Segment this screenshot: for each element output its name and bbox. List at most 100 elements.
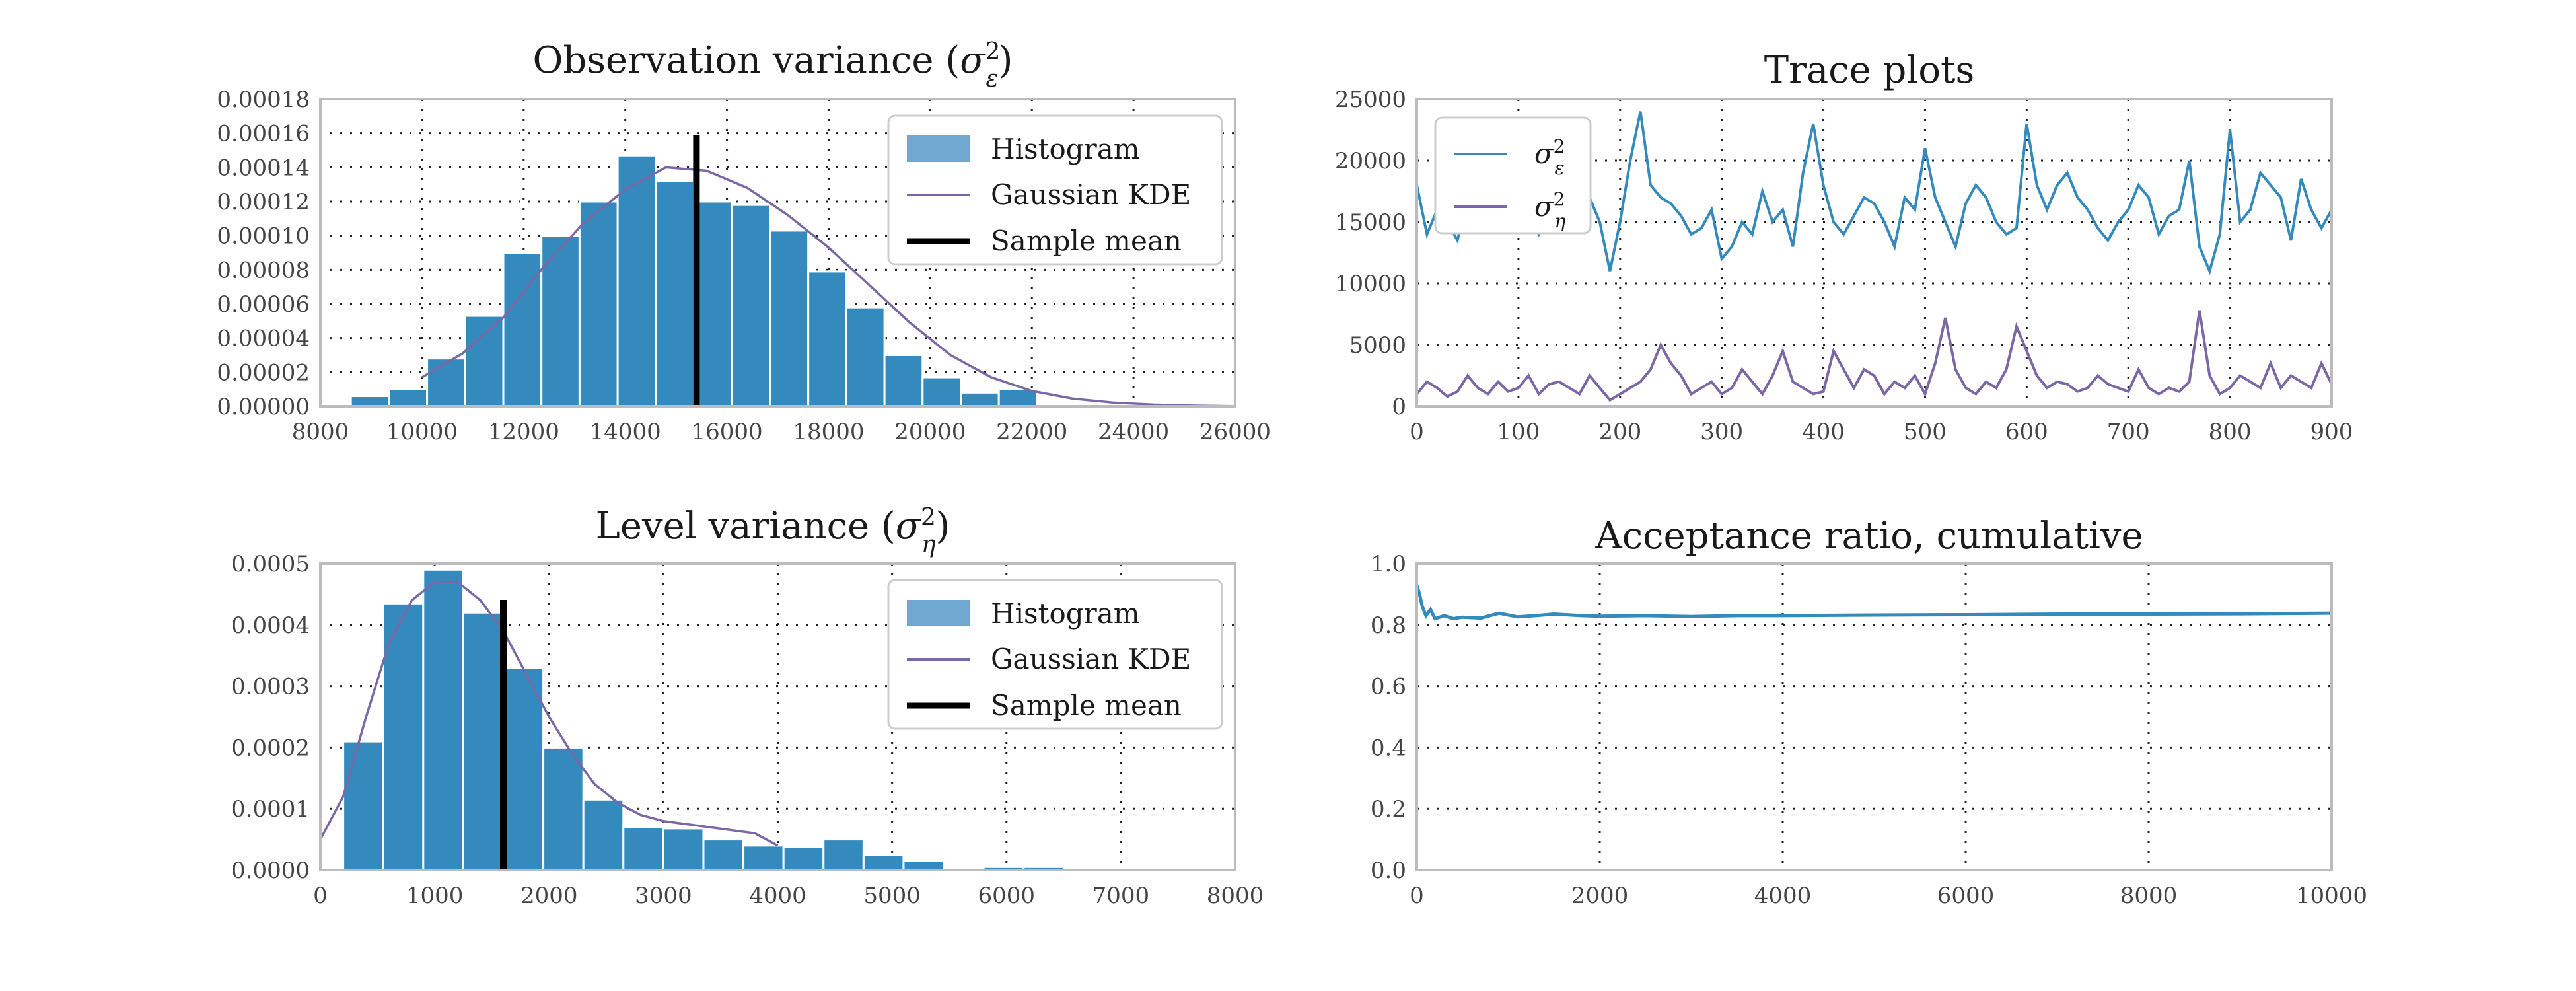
y-tick-label: 20000 bbox=[1335, 148, 1406, 174]
histogram-bar bbox=[462, 611, 505, 871]
histogram-bar bbox=[388, 388, 429, 408]
histogram-bar bbox=[542, 746, 585, 871]
legend-kde-label: Gaussian KDE bbox=[991, 643, 1191, 675]
x-tick-label: 200 bbox=[1598, 419, 1641, 445]
y-tick-label: 0.0002 bbox=[231, 735, 310, 761]
histogram-bar bbox=[578, 200, 619, 408]
histogram-bar bbox=[902, 860, 945, 871]
y-tick-label: 1.0 bbox=[1371, 551, 1406, 577]
histogram-bar bbox=[921, 376, 962, 408]
y-tick-label: 0.00004 bbox=[217, 326, 310, 352]
x-tick-label: 6000 bbox=[1937, 883, 1995, 909]
histogram-bar bbox=[342, 740, 384, 871]
x-tick-label: 26000 bbox=[1199, 419, 1271, 445]
x-tick-label: 4000 bbox=[1754, 883, 1812, 909]
acceptance-ratio-title: Acceptance ratio, cumulative bbox=[1594, 515, 2143, 558]
x-tick-label: 2000 bbox=[1571, 883, 1629, 909]
x-tick-label: 7000 bbox=[1092, 883, 1150, 909]
plot-frame bbox=[319, 98, 1236, 408]
x-tick-label: 8000 bbox=[2120, 883, 2178, 909]
y-tick-label: 0.0000 bbox=[231, 858, 310, 884]
x-tick-label: 800 bbox=[2209, 419, 2252, 445]
y-tick-label: 0.6 bbox=[1371, 674, 1406, 700]
y-tick-label: 0.00014 bbox=[217, 155, 310, 181]
x-tick-label: 400 bbox=[1802, 419, 1845, 445]
y-tick-label: 0.0005 bbox=[231, 551, 310, 577]
x-tick-label: 10000 bbox=[386, 419, 458, 445]
observation-variance-title: Observation variance (σ2 ε) bbox=[532, 38, 1013, 92]
x-tick-label: 500 bbox=[1904, 419, 1947, 445]
x-tick-label: 600 bbox=[2005, 419, 2048, 445]
observation-variance-panel: Observation variance (σ2 ε) 8000 10000 1200… bbox=[217, 38, 1271, 446]
x-tick-label: 2000 bbox=[520, 883, 578, 909]
acceptance-ratio-panel: Acceptance ratio, cumulative 0 2000 4000 60… bbox=[1371, 515, 2367, 909]
x-tick-label: 0 bbox=[313, 883, 328, 909]
y-tick-label: 0.2 bbox=[1371, 796, 1406, 823]
gaussian-kde-line bbox=[421, 166, 1236, 408]
x-tick-label: 22000 bbox=[996, 419, 1067, 445]
legend-label-sigma-eta: σ2 η bbox=[1534, 188, 1566, 232]
legend-histogram-label: Histogram bbox=[991, 597, 1140, 630]
x-tick-label: 8000 bbox=[1207, 883, 1264, 909]
y-tick-label: 0.8 bbox=[1371, 612, 1406, 639]
histogram-bar bbox=[782, 846, 825, 871]
x-tick-label: 0 bbox=[1410, 883, 1424, 909]
x-tick-label: 700 bbox=[2107, 419, 2150, 445]
histogram-bar bbox=[426, 357, 466, 408]
legend-histogram-swatch bbox=[907, 600, 970, 626]
trace-plots-panel: Trace plots 0 100 200 300 400 500 600 700 800 900… bbox=[1335, 49, 2353, 445]
legend-box bbox=[887, 579, 1223, 730]
histogram-bar bbox=[622, 826, 664, 871]
histogram-bar bbox=[822, 838, 865, 871]
y-tick-label: 15000 bbox=[1335, 209, 1406, 236]
x-tick-label: 24000 bbox=[1098, 419, 1169, 445]
y-tick-label: 0.0003 bbox=[231, 674, 310, 700]
histogram-bar bbox=[349, 395, 390, 408]
y-tick-label: 5000 bbox=[1349, 332, 1406, 359]
histogram-bar bbox=[422, 568, 464, 871]
y-tick-label: 25000 bbox=[1335, 87, 1406, 113]
x-tick-label: 4000 bbox=[749, 883, 806, 909]
legend-histogram-swatch bbox=[907, 135, 970, 162]
legend-histogram-label: Histogram bbox=[991, 133, 1140, 165]
histogram-bar bbox=[655, 180, 696, 408]
histogram-bar bbox=[502, 667, 545, 871]
y-tick-label: 0.00018 bbox=[217, 87, 310, 113]
legend-mean-label: Sample mean bbox=[991, 689, 1182, 721]
x-tick-label: 0 bbox=[1410, 419, 1424, 445]
plot-frame bbox=[1415, 98, 2333, 408]
y-tick-label: 0.00008 bbox=[217, 257, 310, 283]
y-tick-label: 0 bbox=[1392, 394, 1406, 420]
x-tick-label: 14000 bbox=[590, 419, 661, 445]
x-tick-label: 6000 bbox=[978, 883, 1035, 909]
x-tick-label: 12000 bbox=[488, 419, 559, 445]
acceptance-ratio-line bbox=[1415, 584, 2332, 621]
x-tick-label: 100 bbox=[1497, 419, 1540, 445]
legend-label-sigma-epsilon: σ2 ε bbox=[1534, 135, 1565, 179]
histogram-bar bbox=[582, 798, 625, 871]
y-tick-label: 0.00010 bbox=[217, 223, 310, 250]
y-tick-label: 0.00000 bbox=[217, 394, 310, 420]
gaussian-kde-line bbox=[319, 581, 779, 847]
histogram-bar bbox=[769, 229, 810, 408]
histogram-bar bbox=[502, 252, 543, 408]
legend-kde-label: Gaussian KDE bbox=[991, 178, 1191, 211]
histogram-bar bbox=[731, 203, 771, 408]
histogram-bar bbox=[997, 388, 1038, 408]
x-tick-label: 300 bbox=[1700, 419, 1743, 445]
trace-plots-title: Trace plots bbox=[1764, 49, 1975, 92]
histogram-bar bbox=[845, 306, 886, 408]
x-tick-label: 8000 bbox=[292, 419, 349, 445]
x-tick-label: 10000 bbox=[2296, 883, 2367, 909]
y-tick-label: 0.0001 bbox=[231, 796, 310, 823]
histogram-bar bbox=[702, 838, 745, 871]
y-tick-label: 10000 bbox=[1335, 271, 1406, 297]
level-variance-panel: Level variance (σ2 η) 0 1000 2000 3000 4000 50… bbox=[231, 504, 1264, 910]
level-variance-title: Level variance (σ2 η) bbox=[596, 504, 950, 558]
histogram-bar bbox=[807, 270, 847, 408]
plot-frame bbox=[319, 562, 1236, 871]
histogram-bar bbox=[464, 314, 505, 408]
legend-mean-label: Sample mean bbox=[991, 225, 1182, 257]
y-tick-label: 0.00012 bbox=[217, 189, 310, 215]
